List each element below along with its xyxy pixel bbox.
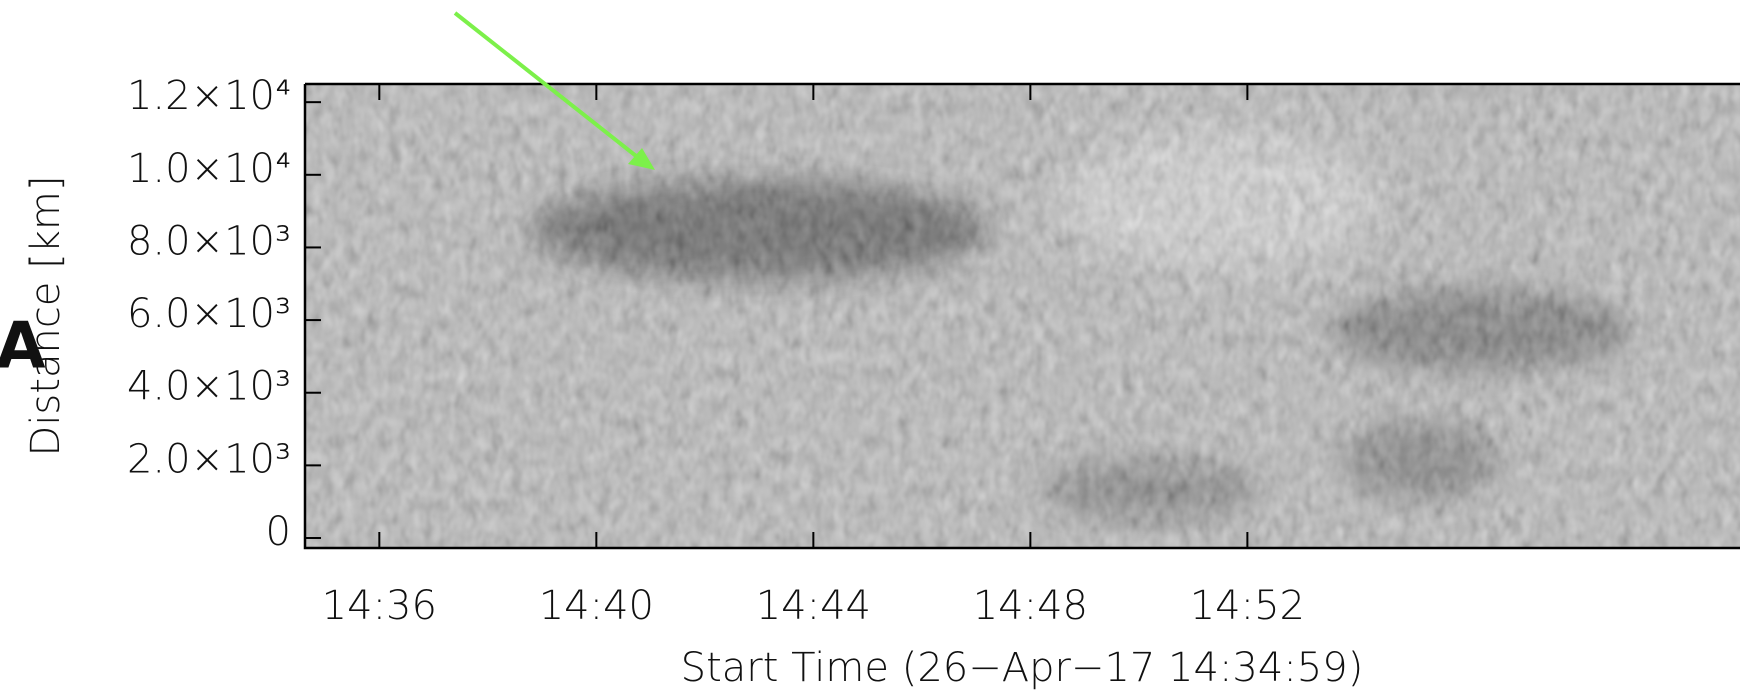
annotation-arrow [453, 11, 647, 165]
x-tick-label: 14:48 [973, 583, 1088, 629]
y-tick-label: 1.0×10⁴ [127, 146, 291, 192]
y-axis-label: Distance [km] [23, 176, 69, 457]
y-tick-label: 8.0×10³ [127, 218, 291, 264]
y-tick-label: 1.2×10⁴ [127, 73, 291, 119]
arrow-head [628, 148, 655, 170]
panel-label: A [0, 310, 46, 384]
x-tick-label: 14:40 [539, 583, 654, 629]
image-noise [305, 84, 1740, 548]
image-area [305, 84, 1740, 548]
y-tick-label: 6.0×10³ [127, 291, 291, 337]
x-axis-label: Start Time (26−Apr−17 14:34:59) [681, 645, 1364, 691]
x-tick-label: 14:52 [1190, 583, 1305, 629]
x-tick-label: 14:44 [756, 583, 871, 629]
y-tick-label: 2.0×10³ [127, 436, 291, 482]
y-tick-label: 4.0×10³ [127, 364, 291, 410]
y-tick-label: 0 [266, 509, 291, 555]
x-tick-label: 14:36 [322, 583, 437, 629]
